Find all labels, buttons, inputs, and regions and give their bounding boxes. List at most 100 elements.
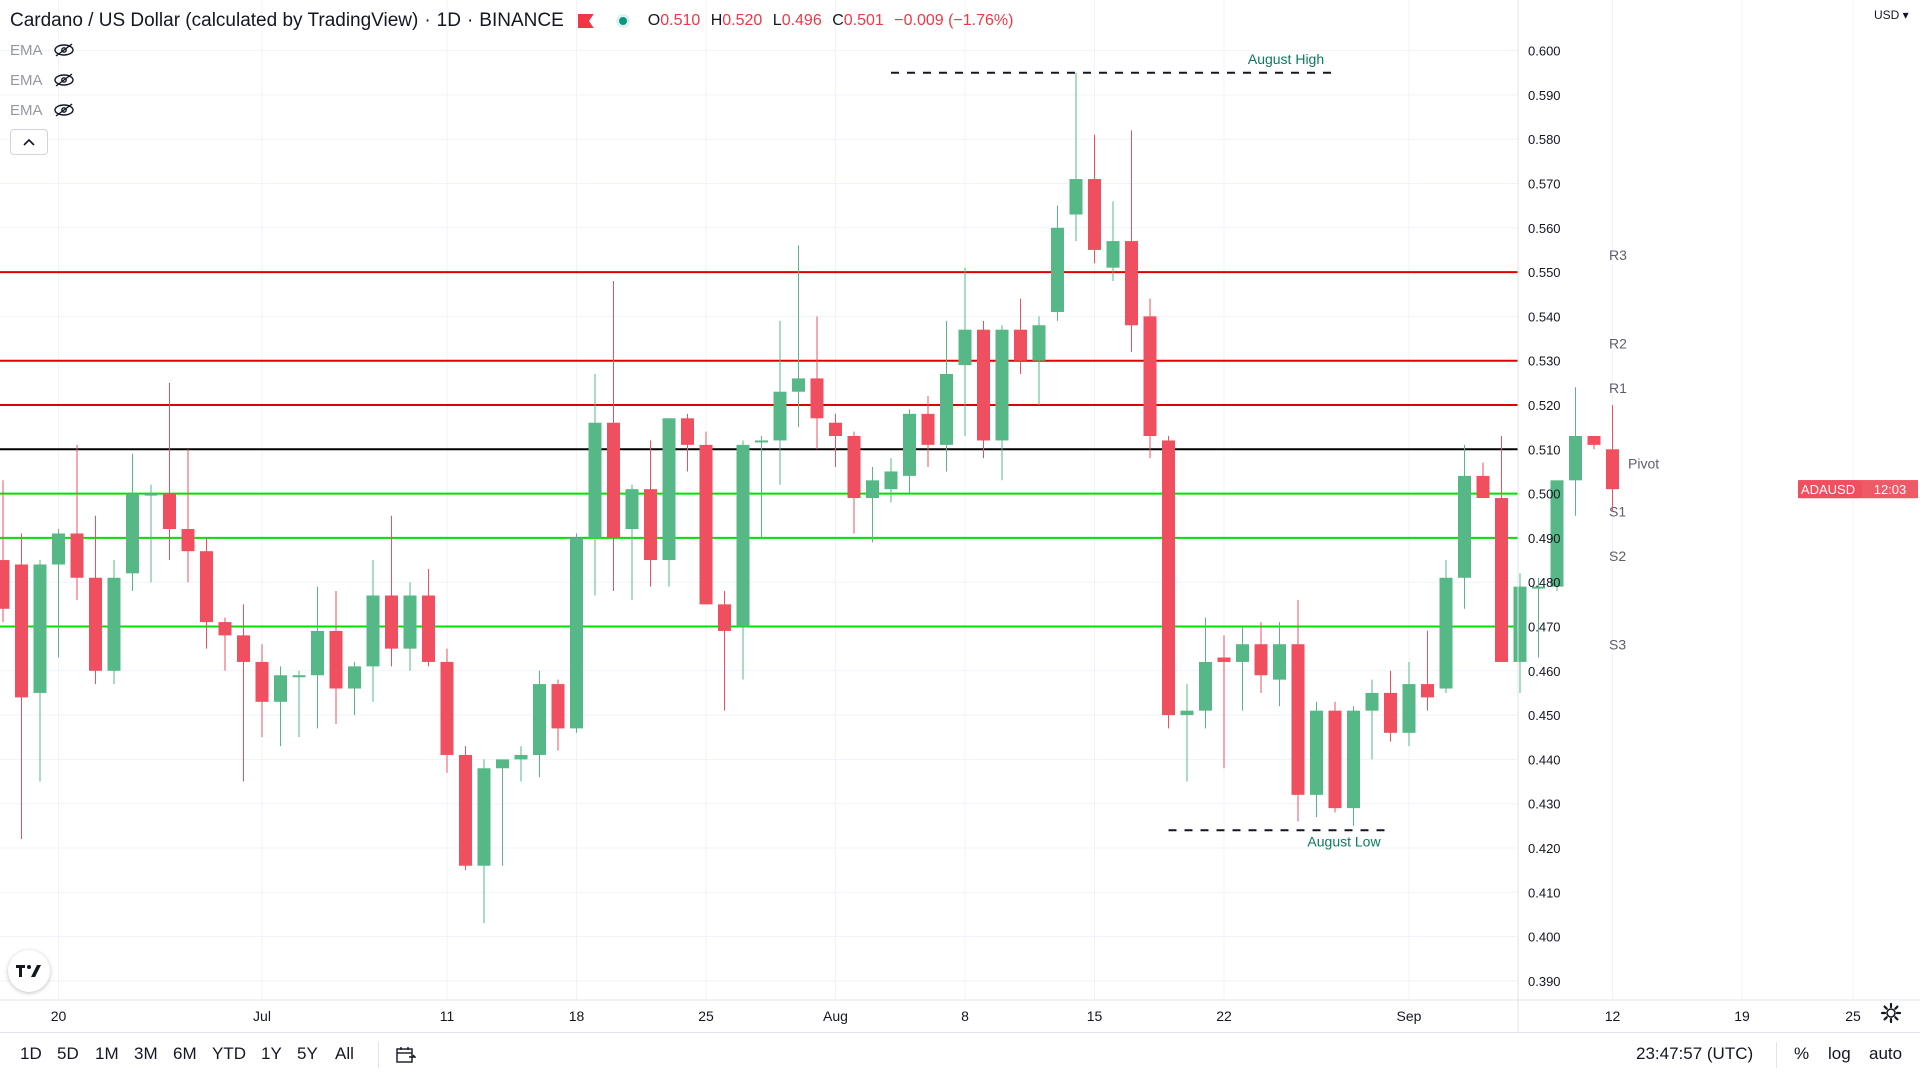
candle	[644, 440, 657, 587]
candle-body	[89, 577, 102, 671]
level-label: S3	[1609, 637, 1626, 653]
candle	[477, 759, 491, 924]
interval-label[interactable]: 1D	[436, 10, 461, 31]
candle-body	[958, 329, 972, 366]
candle-body	[1106, 241, 1120, 268]
symbol-box	[1798, 480, 1860, 499]
candle-body	[366, 595, 380, 667]
x-tick-label: 22	[1216, 1008, 1232, 1024]
candle	[218, 617, 232, 671]
candle-body	[921, 413, 935, 445]
tradingview-logo[interactable]	[8, 950, 50, 992]
candle	[792, 245, 805, 428]
candle-body	[163, 493, 176, 530]
candle	[1476, 462, 1490, 499]
range-3m-button[interactable]: 3M	[134, 1044, 158, 1063]
candle	[1273, 622, 1286, 707]
axes: 0.390 0.400 0.410 0.420 0.430 0.440 0.450 0.460…	[0, 0, 1920, 1032]
symbol-title[interactable]: Cardano / US Dollar (calculated by Tradi…	[10, 10, 419, 31]
candle	[181, 449, 195, 583]
y-tick-label: 0.480	[1528, 575, 1561, 590]
market-status-icon[interactable]	[615, 14, 630, 28]
candle-body	[1143, 316, 1157, 437]
range-1m-button[interactable]: 1M	[95, 1044, 119, 1063]
candle-body	[551, 684, 565, 729]
candle-body	[15, 564, 28, 698]
y-tick-label: 0.510	[1528, 442, 1561, 457]
candle	[1162, 436, 1175, 729]
candle-body	[255, 661, 269, 702]
candle	[311, 586, 324, 729]
eye-hidden-icon[interactable]	[53, 43, 75, 57]
y-tick-label: 0.550	[1528, 265, 1561, 280]
y-tick-label: 0.530	[1528, 354, 1561, 369]
indicator-ema-3[interactable]: EMA	[10, 98, 75, 122]
exchange-label[interactable]: BINANCE	[479, 10, 564, 31]
candle-body	[699, 444, 713, 605]
high-value: 0.520	[722, 12, 763, 29]
candle-body	[514, 754, 528, 760]
y-tick-label: 0.490	[1528, 531, 1561, 546]
percent-scale-button[interactable]: %	[1794, 1044, 1810, 1063]
candle	[625, 484, 639, 600]
eye-hidden-icon[interactable]	[53, 73, 75, 87]
range-6m-button[interactable]: 6M	[173, 1044, 197, 1063]
candle-body	[1550, 480, 1564, 587]
candle-body	[1402, 684, 1416, 733]
candle	[921, 396, 935, 468]
candle-body	[625, 489, 639, 530]
candle-body	[52, 533, 65, 565]
currency-label: USD	[1874, 8, 1900, 22]
candle	[958, 267, 972, 437]
auto-scale-button[interactable]: auto	[1869, 1044, 1903, 1063]
candle	[1069, 72, 1083, 242]
candle	[1421, 630, 1434, 711]
y-tick-label: 0.470	[1528, 620, 1561, 635]
candle-body	[810, 378, 824, 419]
indicator-ema-2[interactable]: EMA	[10, 68, 75, 92]
eye-hidden-icon[interactable]	[53, 103, 75, 117]
range-1d-button[interactable]: 1D	[20, 1044, 42, 1063]
range-1y-button[interactable]: 1Y	[261, 1044, 282, 1063]
candle-body	[1532, 586, 1545, 589]
y-tick-label: 0.560	[1528, 221, 1561, 236]
range-5y-button[interactable]: 5Y	[297, 1044, 318, 1063]
candle-body	[292, 675, 306, 678]
utc-clock[interactable]: 23:47:57 (UTC)	[1636, 1044, 1754, 1063]
y-tick-label: 0.410	[1528, 885, 1561, 900]
candle	[329, 591, 343, 724]
candle	[736, 440, 750, 680]
candle-body	[1236, 644, 1249, 662]
candle	[1569, 387, 1582, 516]
y-tick-label: 0.440	[1528, 752, 1561, 767]
candle	[255, 644, 269, 738]
candle-body	[477, 768, 491, 866]
candle	[403, 582, 417, 671]
candle-body	[1328, 710, 1342, 809]
candle	[1550, 480, 1564, 592]
candle-body	[644, 489, 657, 561]
collapse-indicators-button[interactable]	[10, 129, 48, 155]
candle	[1347, 706, 1360, 826]
currency-selector[interactable]: USD ▾	[1874, 8, 1909, 22]
x-tick-label: 19	[1734, 1008, 1750, 1024]
annotation-label: August High	[1248, 51, 1324, 67]
calendar-goto-icon[interactable]	[396, 1046, 416, 1064]
symbol-header[interactable]: Cardano / US Dollar (calculated by Tradi…	[10, 8, 1019, 34]
gear-icon[interactable]	[1880, 1002, 1902, 1024]
log-scale-button[interactable]: log	[1828, 1044, 1851, 1063]
y-tick-label: 0.400	[1528, 930, 1561, 945]
candle	[940, 320, 953, 472]
candle	[1254, 622, 1268, 693]
flag-icon[interactable]	[577, 14, 594, 28]
range-ytd-button[interactable]: YTD	[212, 1044, 246, 1063]
range-5d-button[interactable]: 5D	[57, 1044, 79, 1063]
candle-body	[866, 480, 879, 499]
indicator-ema-1[interactable]: EMA	[10, 38, 75, 62]
range-all-button[interactable]: All	[335, 1044, 354, 1063]
annotation-label: August Low	[1307, 833, 1381, 849]
y-tick-label: 0.580	[1528, 132, 1561, 147]
candle-body	[385, 595, 398, 649]
candle	[607, 280, 620, 592]
